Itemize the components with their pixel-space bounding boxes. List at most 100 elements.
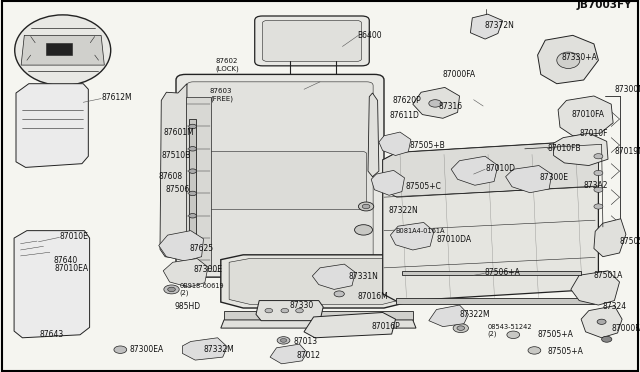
FancyBboxPatch shape (46, 43, 72, 55)
Ellipse shape (189, 124, 196, 129)
Ellipse shape (189, 214, 196, 218)
Polygon shape (554, 133, 608, 166)
Polygon shape (451, 156, 498, 185)
Text: 87300EA: 87300EA (129, 345, 164, 354)
Text: B081A4-0161A: B081A4-0161A (396, 228, 445, 234)
Ellipse shape (557, 52, 580, 68)
Text: 87501A: 87501A (594, 271, 623, 280)
FancyBboxPatch shape (402, 271, 581, 275)
Ellipse shape (355, 225, 372, 235)
Polygon shape (256, 301, 323, 321)
Text: 87324: 87324 (603, 302, 627, 311)
Text: 87505+C: 87505+C (405, 182, 441, 191)
Text: 87016P: 87016P (371, 322, 400, 331)
Text: 87506+A: 87506+A (484, 268, 520, 277)
Polygon shape (21, 35, 104, 65)
Text: 87316: 87316 (438, 102, 463, 110)
Ellipse shape (15, 15, 111, 86)
Text: 87331N: 87331N (349, 272, 379, 280)
Text: 87013: 87013 (293, 337, 317, 346)
Polygon shape (163, 259, 208, 287)
Polygon shape (304, 312, 396, 338)
Ellipse shape (164, 285, 179, 294)
Polygon shape (413, 87, 460, 118)
FancyBboxPatch shape (262, 20, 362, 61)
Polygon shape (383, 141, 598, 301)
Polygon shape (160, 84, 187, 259)
Ellipse shape (358, 202, 374, 211)
Ellipse shape (168, 287, 175, 292)
Polygon shape (470, 14, 502, 39)
Text: 87016M: 87016M (357, 292, 388, 301)
Polygon shape (221, 255, 408, 308)
Polygon shape (390, 222, 434, 250)
Text: 87608: 87608 (159, 172, 183, 181)
Text: 87000FA: 87000FA (611, 324, 640, 333)
Polygon shape (312, 264, 355, 289)
Text: 87603
(FREE): 87603 (FREE) (210, 88, 233, 102)
Text: 87300E: 87300E (194, 265, 223, 274)
Ellipse shape (362, 204, 370, 209)
Polygon shape (506, 166, 552, 193)
FancyBboxPatch shape (189, 119, 196, 260)
Polygon shape (229, 259, 402, 304)
Text: 87611D: 87611D (389, 111, 419, 120)
Ellipse shape (280, 339, 287, 342)
Ellipse shape (189, 191, 196, 196)
Text: B6400: B6400 (357, 31, 381, 40)
Polygon shape (270, 344, 307, 364)
Text: 87506: 87506 (165, 185, 189, 194)
Text: 87010D: 87010D (485, 164, 515, 173)
Text: 87010F: 87010F (579, 129, 608, 138)
Ellipse shape (189, 240, 196, 244)
FancyBboxPatch shape (193, 151, 367, 209)
Polygon shape (221, 320, 416, 328)
Polygon shape (371, 170, 404, 195)
Text: 873A2: 873A2 (584, 181, 608, 190)
Polygon shape (383, 141, 598, 197)
Text: 87505+A: 87505+A (538, 330, 573, 339)
Ellipse shape (265, 308, 273, 313)
Text: 87601M: 87601M (163, 128, 194, 137)
Text: 87330: 87330 (290, 301, 314, 310)
FancyBboxPatch shape (186, 97, 211, 268)
Ellipse shape (594, 154, 603, 159)
Text: 87620P: 87620P (392, 96, 421, 105)
Text: 0B918-60619
(2): 0B918-60619 (2) (179, 283, 224, 296)
Polygon shape (558, 96, 613, 136)
Text: 985HD: 985HD (174, 302, 200, 311)
Text: 87510B: 87510B (162, 151, 191, 160)
Text: 87640: 87640 (53, 256, 77, 265)
FancyBboxPatch shape (176, 74, 384, 277)
Text: 87012: 87012 (296, 351, 321, 360)
Text: 87010FB: 87010FB (547, 144, 581, 153)
Text: 87300E: 87300E (540, 173, 568, 182)
Text: 87643: 87643 (40, 330, 64, 339)
Text: JB7003FY: JB7003FY (577, 0, 632, 10)
Polygon shape (538, 35, 598, 84)
Text: 87000FA: 87000FA (443, 70, 476, 79)
FancyBboxPatch shape (187, 82, 373, 272)
Text: 87010EA: 87010EA (54, 264, 88, 273)
Text: 87010E: 87010E (60, 232, 88, 241)
Ellipse shape (277, 337, 290, 344)
Ellipse shape (296, 308, 303, 313)
Text: 87612M: 87612M (101, 93, 132, 102)
Text: 87330+A: 87330+A (562, 53, 598, 62)
Polygon shape (159, 231, 204, 261)
FancyBboxPatch shape (255, 16, 369, 66)
Text: 87625: 87625 (189, 244, 214, 253)
Polygon shape (594, 219, 626, 257)
Text: 87010FA: 87010FA (572, 110, 605, 119)
Text: 87322N: 87322N (388, 206, 418, 215)
Text: 87505: 87505 (620, 237, 640, 246)
Polygon shape (429, 305, 468, 327)
Ellipse shape (281, 308, 289, 313)
Ellipse shape (594, 170, 603, 176)
Ellipse shape (507, 331, 520, 339)
Text: 87505+A: 87505+A (547, 347, 583, 356)
Text: 87300M: 87300M (614, 85, 640, 94)
Polygon shape (379, 132, 411, 155)
Text: 87010DA: 87010DA (436, 235, 472, 244)
Ellipse shape (457, 326, 465, 330)
